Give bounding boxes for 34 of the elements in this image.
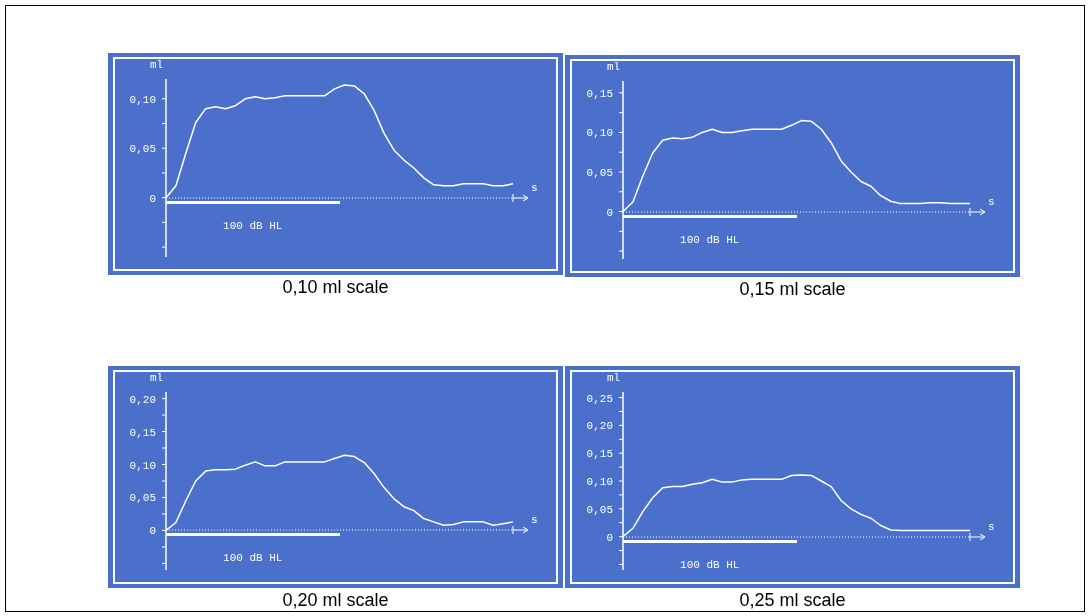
y-axis-title: ml <box>150 59 164 71</box>
y-tick-label: 0,10 <box>586 127 613 140</box>
y-tick-label: 0,20 <box>129 393 156 406</box>
x-axis-title: s <box>988 520 995 533</box>
y-tick-label: 0,10 <box>129 93 156 106</box>
text: 0,15 ml scale <box>738 279 847 300</box>
y-axis-title: ml <box>607 372 621 384</box>
y-tick-label: 0,10 <box>586 476 613 488</box>
y-tick-label: 0,15 <box>586 448 613 461</box>
x-axis-title: s <box>531 514 538 527</box>
y-tick-label: 0,20 <box>586 420 613 433</box>
y-tick-label: 0 <box>606 206 613 219</box>
x-axis-title: s <box>531 181 538 194</box>
y-tick-label: 0,05 <box>129 492 156 505</box>
text: 0,10 ml scale <box>281 277 390 298</box>
y-tick-label: 0,05 <box>129 143 156 156</box>
y-tick-label: 0 <box>149 525 156 538</box>
y-axis-title: ml <box>607 61 621 73</box>
y-tick-label: 0,10 <box>129 459 156 472</box>
annotation: 100 dB HL <box>222 552 284 565</box>
annotation: 100 dB HL <box>679 558 741 571</box>
y-tick-label: 0,15 <box>586 87 613 100</box>
x-axis-title: s <box>988 195 995 208</box>
y-tick-label: 0,05 <box>586 503 613 516</box>
annotation: 100 dB HL <box>222 219 284 232</box>
y-tick-label: 0 <box>149 192 156 205</box>
y-tick-label: 0 <box>606 531 613 544</box>
y-axis-title: ml <box>150 372 164 384</box>
text: 0,25 ml scale <box>738 590 847 611</box>
y-tick-label: 0,25 <box>586 392 613 405</box>
y-tick-label: 0,05 <box>586 166 613 179</box>
annotation: 100 dB HL <box>679 233 741 246</box>
text: 0,20 ml scale <box>281 590 390 611</box>
y-tick-label: 0,15 <box>129 426 156 439</box>
